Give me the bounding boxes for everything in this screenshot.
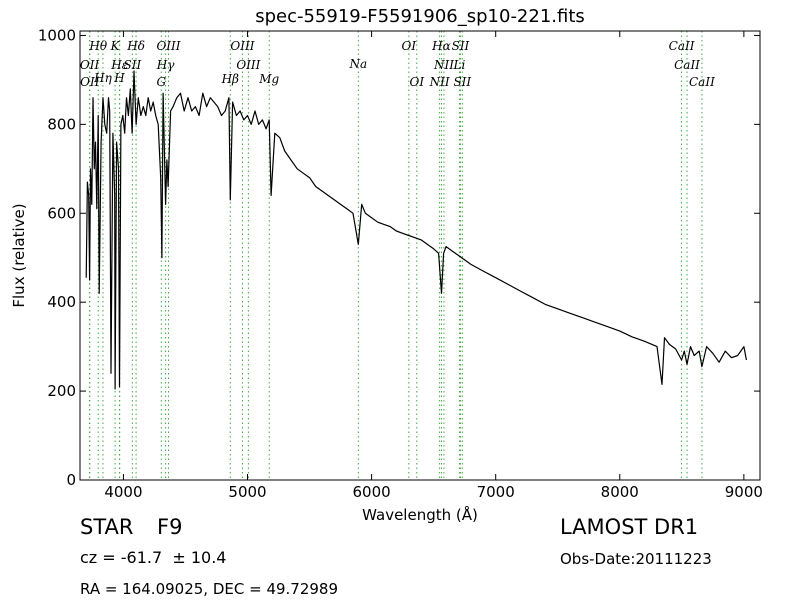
annotation-label: Hα: [431, 39, 451, 53]
x-tick-label: 4000: [104, 483, 142, 501]
obs-date: Obs-Date:20111223: [560, 550, 712, 568]
y-tick-label: 0: [66, 471, 76, 489]
x-tick-label: 8000: [601, 483, 639, 501]
annotation-label: H: [113, 71, 125, 85]
annotation-label: G: [156, 75, 166, 89]
annotation-label: CaII: [689, 75, 715, 89]
annotation-label: Hγ: [156, 58, 175, 72]
y-tick-label: 1000: [38, 26, 76, 44]
survey-label: LAMOST DR1: [560, 515, 699, 539]
y-axis-label: Flux (relative): [10, 203, 28, 307]
annotation-label: Hη: [93, 71, 112, 85]
annotation-label: OI: [402, 39, 417, 53]
annotation-label: Hδ: [126, 39, 145, 53]
subclass-label: F9: [157, 515, 183, 539]
x-axis-label: Wavelength (Å): [362, 505, 478, 524]
y-tick-label: 600: [47, 204, 76, 222]
annotation-label: NII: [433, 58, 454, 72]
annotation-label: SII: [452, 39, 470, 53]
annotation-label: OIII: [230, 39, 254, 53]
x-tick-label: 7000: [477, 483, 515, 501]
plot-frame: [79, 30, 761, 481]
annotation-label: Hβ: [221, 72, 239, 86]
annotation-label: SII: [124, 58, 142, 72]
annotation-label: Na: [349, 57, 368, 71]
ra-dec: RA = 164.09025, DEC = 49.72989: [80, 580, 339, 598]
annotation-label: OII: [80, 75, 100, 89]
annotation-label: CaII: [674, 58, 700, 72]
y-tick-label: 200: [47, 382, 76, 400]
x-tick-label: 6000: [353, 483, 391, 501]
spectrum-line: [85, 70, 747, 390]
chart-title: spec-55919-F5591906_sp10-221.fits: [255, 6, 585, 27]
annotation-label: OIII: [156, 39, 180, 53]
annotation-label: SII: [453, 75, 471, 89]
annotation-label: Hε: [110, 58, 128, 72]
annotation-label: OII: [80, 58, 100, 72]
x-tick-label: 5000: [228, 483, 266, 501]
annotation-label: CaII: [669, 39, 695, 53]
annotation-label: Hθ: [88, 39, 107, 53]
annotation-label: OIII: [236, 58, 260, 72]
y-tick-label: 800: [47, 115, 76, 133]
y-tick-label: 400: [47, 293, 76, 311]
cz-value: cz = -61.7 ± 10.4: [80, 548, 227, 567]
annotation-label: OI: [409, 75, 424, 89]
annotation-label: NII: [429, 75, 450, 89]
annotation-label: K: [110, 39, 121, 53]
annotation-label: Mg: [258, 72, 279, 86]
annotation-label: Li: [453, 58, 466, 72]
x-tick-label: 9000: [725, 483, 763, 501]
class-label: STAR: [80, 515, 134, 539]
